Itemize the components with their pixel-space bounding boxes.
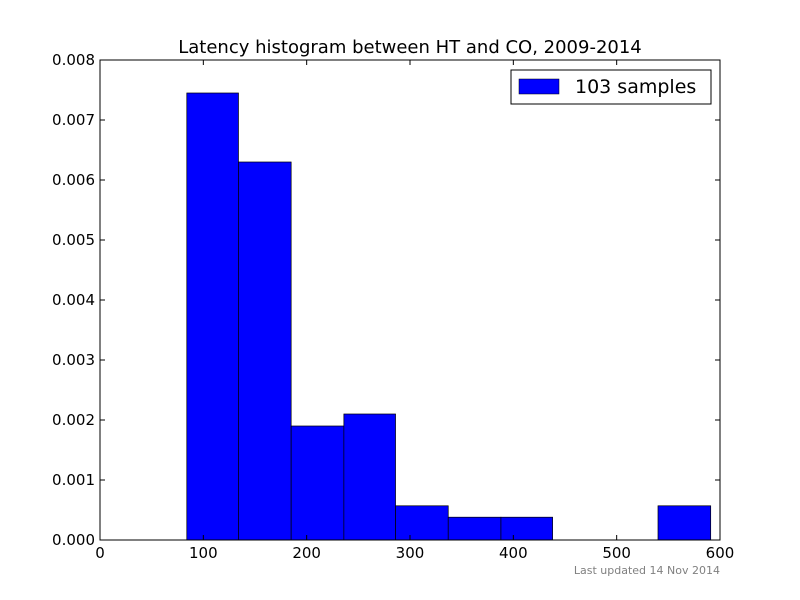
x-tick-label-4: 400 (499, 544, 528, 562)
histogram-bar-1 (238, 161, 292, 541)
chart-title: Latency histogram between HT and CO, 200… (178, 37, 642, 58)
y-tick-label-0: 0.000 (52, 531, 95, 549)
y-tick-label-2: 0.002 (52, 411, 95, 429)
y-tick-label-3: 0.003 (52, 351, 95, 369)
y-tick-label-4: 0.004 (52, 291, 95, 309)
histogram-bar-2 (290, 425, 345, 541)
legend-label: 103 samples (575, 76, 696, 98)
y-tick-label-7: 0.007 (52, 111, 95, 129)
x-tick-label-3: 300 (396, 544, 425, 562)
ticks-layer: 0 100 200 300 400 500 600 0.000 0.001 0.002 0.003 0… (52, 51, 734, 562)
bars-layer (186, 92, 712, 541)
x-tick-label-5: 500 (602, 544, 631, 562)
histogram-bar-6 (500, 516, 553, 541)
histogram-bar-9 (657, 505, 712, 541)
y-tick-label-5: 0.005 (52, 231, 95, 249)
plot-area-frame (99, 59, 721, 541)
y-tick-label-6: 0.006 (52, 171, 95, 189)
last-updated-note: Last updated 14 Nov 2014 (574, 564, 720, 577)
x-tick-label-1: 100 (189, 544, 218, 562)
histogram-bar-3 (343, 413, 396, 541)
histogram-bar-5 (447, 516, 502, 541)
x-tick-label-2: 200 (292, 544, 321, 562)
legend: 103 samples (510, 69, 712, 105)
x-tick-label-6: 600 (706, 544, 735, 562)
y-tick-label-8: 0.008 (52, 51, 95, 69)
histogram-bar-4 (395, 505, 449, 541)
histogram-bar-0 (186, 92, 239, 541)
x-tick-label-0: 0 (95, 544, 105, 562)
legend-swatch (518, 78, 560, 95)
y-tick-label-1: 0.001 (52, 471, 95, 489)
